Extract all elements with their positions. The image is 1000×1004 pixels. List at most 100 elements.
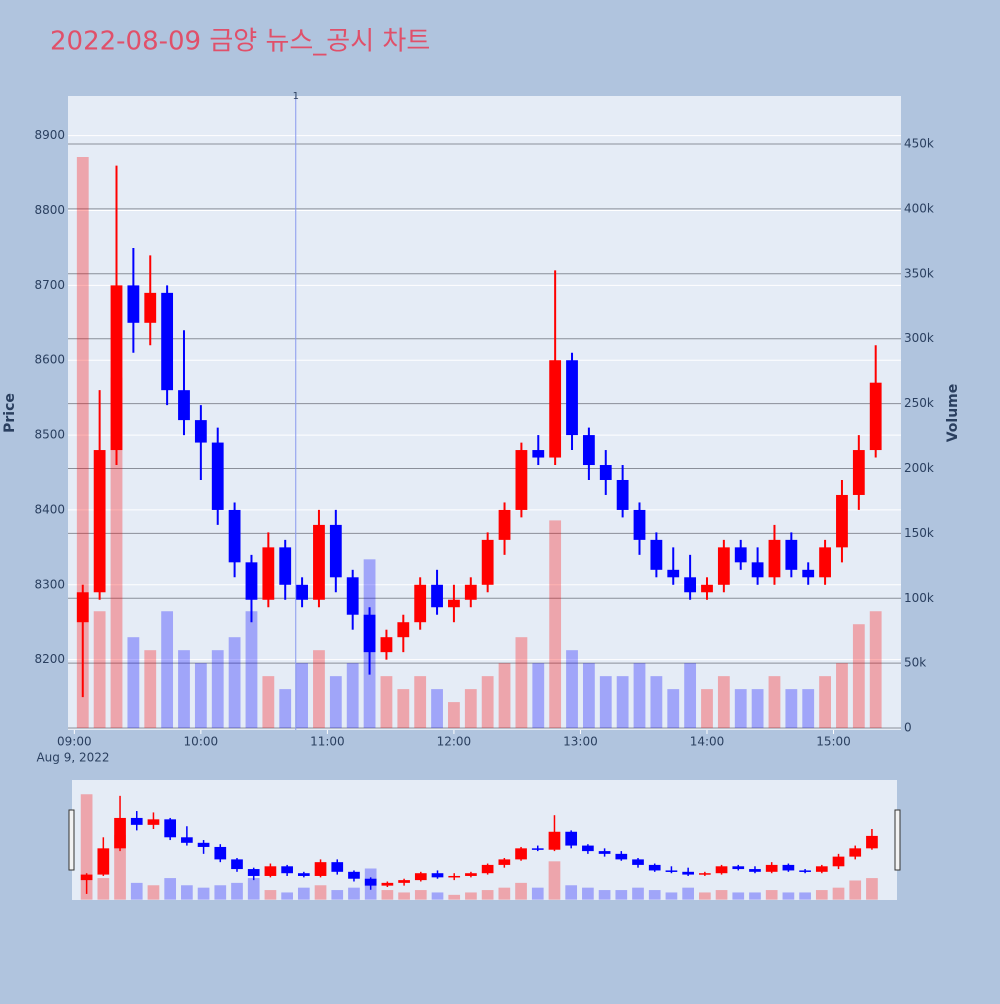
candle-body [262, 547, 275, 600]
volume-bar [161, 611, 174, 729]
slider-handle[interactable] [68, 809, 75, 871]
slider-volume-bar [147, 885, 160, 900]
candle-body [734, 547, 747, 563]
slider-volume-bar [164, 878, 177, 900]
slider-candle-body [197, 842, 210, 847]
slider-volume-bar [448, 894, 461, 900]
volume-bar [515, 637, 528, 729]
annotation-label: 1 [293, 91, 299, 102]
volume-bar [684, 663, 697, 729]
candle-body [701, 584, 713, 593]
y2-tick-label: 50k [904, 656, 926, 670]
slider-volume-bar [398, 892, 410, 900]
y-tick-label: 8500 [34, 428, 65, 442]
y-tick-label: 8900 [34, 128, 65, 142]
slider-candle-body [515, 848, 527, 860]
slider-volume-bar [682, 887, 694, 900]
slider-volume-bar [297, 887, 310, 900]
candle-body [245, 562, 258, 600]
volume-bar [380, 676, 393, 729]
volume-bar [329, 676, 342, 729]
slider-candle-body [782, 864, 795, 871]
slider-volume-bar [531, 887, 544, 900]
volume-bar [582, 663, 595, 729]
y2-tick-label: 100k [904, 591, 934, 605]
slider-candle-body [565, 831, 578, 846]
candle-body [127, 285, 140, 323]
volume-bar [127, 637, 140, 729]
volume-bar [397, 689, 410, 729]
slider-volume-bar [465, 892, 477, 900]
volume-bar [751, 689, 764, 729]
slider-candle-body [281, 866, 293, 874]
slider-candle-body [80, 874, 93, 881]
slider-candle-body [331, 862, 344, 872]
slider-volume-bar [565, 885, 578, 900]
volume-bar [734, 689, 747, 729]
volume-bar [768, 676, 781, 729]
candle-body [414, 584, 427, 623]
slider-volume-bar [765, 890, 778, 900]
volume-bar [633, 663, 646, 729]
volume-bar [650, 676, 663, 729]
volume-bar [262, 676, 275, 729]
slider-volume-bar [749, 892, 761, 900]
candle-body [819, 547, 831, 578]
candle-body [110, 285, 123, 451]
volume-bar [566, 650, 578, 729]
volume-bar [616, 676, 629, 729]
candle-body [228, 509, 241, 563]
slider-candle-body [231, 859, 243, 870]
slider-volume-bar [197, 887, 210, 900]
candle-body [498, 509, 511, 540]
slider-candle-body [448, 875, 461, 878]
slider-volume-bar [615, 890, 628, 900]
y2-tick-label: 350k [904, 266, 934, 280]
candle-body [650, 539, 663, 570]
candle-body [549, 360, 562, 458]
slider-volume-bar [799, 892, 811, 900]
slider-volume-bar [181, 885, 193, 900]
x-tick-label: 14:00 [690, 735, 725, 749]
slider-volume-bar [97, 878, 110, 900]
slider-volume-bar [498, 887, 511, 900]
candle-body [313, 524, 325, 600]
candle-body [464, 584, 477, 600]
slider-candle-body [414, 873, 427, 881]
slider-volume-bar [80, 794, 93, 900]
volume-bar [836, 663, 848, 729]
candle-body [684, 577, 697, 593]
volume-bar [194, 663, 207, 729]
slider-volume-bar [515, 882, 527, 900]
slider-handle[interactable] [894, 809, 901, 871]
candle-body [93, 450, 106, 593]
volume-bar [296, 663, 308, 729]
volume-bar [211, 650, 224, 729]
slider-volume-bar [114, 834, 126, 900]
volume-bar [464, 689, 477, 729]
slider-volume-bar [314, 885, 327, 900]
x-tick-label: 11:00 [310, 735, 345, 749]
candle-body [869, 382, 882, 451]
y2-tick-label: 400k [904, 201, 934, 215]
y-axis-title: Price [2, 393, 18, 433]
volume-bar [701, 689, 713, 729]
slider-candle-body [348, 871, 360, 879]
volume-bar [110, 377, 123, 729]
y2-tick-label: 0 [904, 721, 912, 735]
candle-body [836, 494, 848, 548]
slider-candle-body [398, 880, 410, 883]
slider-volume-bar [247, 878, 260, 900]
slider-candle-body [548, 831, 561, 850]
volume-bar [481, 676, 494, 729]
candle-body [76, 592, 89, 623]
candle-body [448, 599, 460, 608]
volume-bar [802, 689, 815, 729]
candle-body [768, 539, 781, 578]
slider-candle-body [465, 873, 477, 876]
volume-bar [532, 663, 545, 729]
candle-body [751, 562, 764, 578]
slider-volume-bar [548, 861, 561, 900]
range-slider[interactable] [72, 780, 897, 900]
volume-bar [448, 702, 460, 729]
